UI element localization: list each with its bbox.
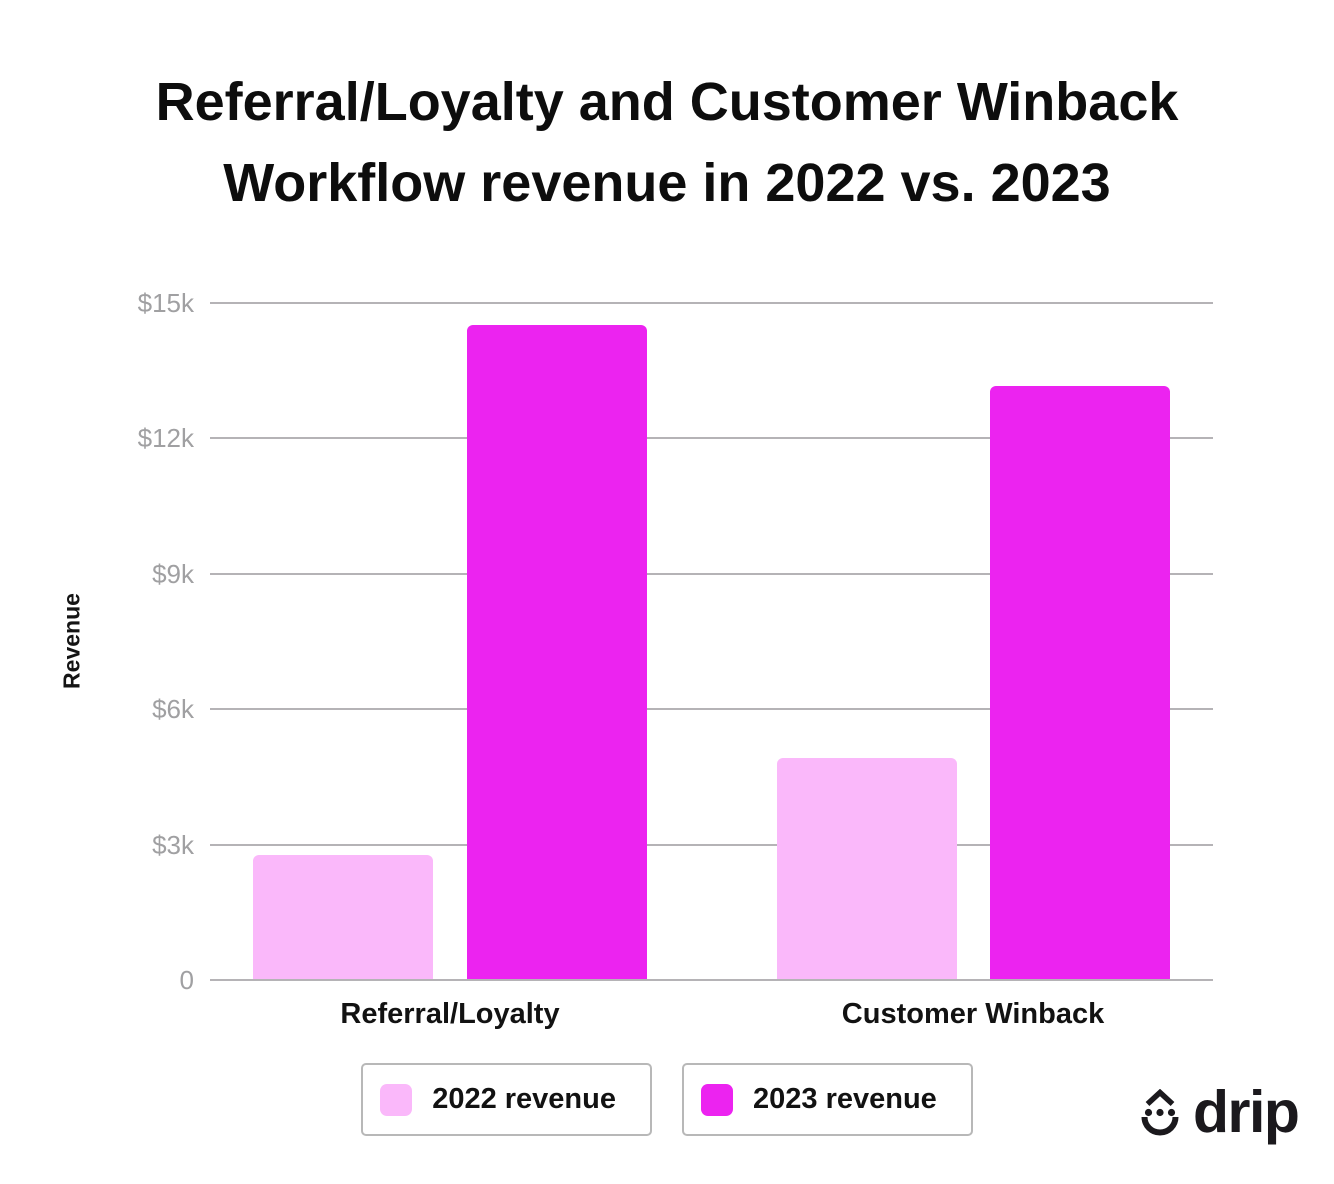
bar-referral-loyalty-2022-revenue bbox=[253, 854, 433, 979]
bar-customer-winback-2023-revenue bbox=[990, 385, 1170, 979]
legend-swatch-2022 bbox=[380, 1083, 413, 1116]
chart-title-line2: Workflow revenue in 2022 vs. 2023 bbox=[223, 153, 1111, 213]
gridline-6k bbox=[210, 708, 1213, 711]
x-axis-label-referral-loyalty: Referral/Loyalty bbox=[340, 998, 560, 1030]
legend-item-2022: 2022 revenue bbox=[361, 1063, 652, 1136]
y-tick-label-0: 0 bbox=[179, 965, 194, 995]
legend-item-2023: 2023 revenue bbox=[682, 1063, 973, 1136]
y-tick-label-9k: $9k bbox=[152, 558, 194, 589]
plot-area: 0 $3k $6k $9k $12k $15k bbox=[138, 290, 1213, 993]
y-tick-label-6k: $6k bbox=[152, 694, 194, 725]
legend-label-2023: 2023 revenue bbox=[753, 1083, 937, 1115]
y-tick-label-15k: $15k bbox=[137, 288, 194, 318]
gridline-0 bbox=[210, 979, 1213, 981]
chart-title-line1: Referral/Loyalty and Customer Winback bbox=[155, 72, 1179, 132]
drip-logo-icon bbox=[1141, 1089, 1179, 1136]
bar-referral-loyalty-2023-revenue bbox=[467, 324, 647, 979]
x-axis-label-customer-winback: Customer Winback bbox=[841, 998, 1105, 1030]
gridline-15k bbox=[210, 302, 1213, 304]
gridline-9k bbox=[210, 572, 1213, 575]
x-axis-labels: Referral/Loyalty Customer Winback bbox=[210, 998, 1213, 1038]
bar-customer-winback-2022-revenue bbox=[777, 757, 957, 979]
y-tick-label-3k: $3k bbox=[152, 829, 194, 860]
legend-label-2022: 2022 revenue bbox=[432, 1083, 616, 1115]
y-axis-title: Revenue bbox=[58, 593, 85, 689]
drip-logo-text: drip bbox=[1193, 1079, 1300, 1145]
y-tick-label-12k: $12k bbox=[137, 423, 194, 454]
legend-swatch-2023 bbox=[701, 1083, 733, 1116]
legend: 2022 revenue 2023 revenue bbox=[0, 1063, 1334, 1136]
drip-logo: drip bbox=[1140, 1083, 1300, 1142]
gridline-12k bbox=[210, 437, 1213, 440]
chart-title: Referral/Loyalty and Customer Winback Wo… bbox=[0, 62, 1334, 224]
gridline-3k bbox=[210, 843, 1213, 846]
